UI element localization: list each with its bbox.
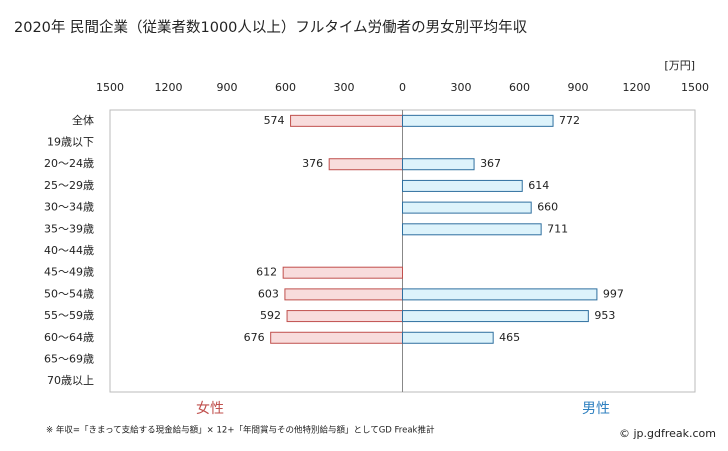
value-label: 592 <box>260 309 281 322</box>
y-tick-label: 25～29歳 <box>44 179 94 192</box>
value-label: 676 <box>244 331 265 344</box>
x-tick-label: 300 <box>334 81 355 94</box>
bar <box>290 114 404 127</box>
value-label: 772 <box>559 114 580 127</box>
value-label: 603 <box>258 287 279 300</box>
x-tick-label: 600 <box>275 81 296 94</box>
x-tick-label: 1200 <box>623 81 651 94</box>
value-label: 711 <box>547 222 568 235</box>
x-tick-label: 900 <box>217 81 238 94</box>
x-tick-label: 1500 <box>96 81 124 94</box>
value-label: 660 <box>537 201 558 214</box>
value-label: 574 <box>264 114 285 127</box>
x-tick-label: 1500 <box>681 81 709 94</box>
bar <box>270 331 403 344</box>
x-tick-label: 300 <box>451 81 472 94</box>
source: © jp.gdfreak.com <box>619 427 716 440</box>
y-tick-label: 19歳以下 <box>47 136 94 149</box>
value-label: 614 <box>528 179 549 192</box>
bar <box>402 331 494 344</box>
value-label: 465 <box>499 331 520 344</box>
bar <box>402 114 554 127</box>
chart-title: 2020年 民間企業（従業者数1000人以上）フルタイム労働者の男女別平均年収 <box>14 18 528 36</box>
legend-label: 男性 <box>582 401 610 417</box>
y-tick-label: 全体 <box>72 113 94 127</box>
unit-label: [万円] <box>664 59 695 72</box>
bar <box>402 310 589 323</box>
y-tick-label: 55～59歳 <box>44 309 94 322</box>
y-tick-label: 20～24歳 <box>44 157 94 170</box>
bar <box>402 201 532 214</box>
y-tick-label: 65～69歳 <box>44 352 94 365</box>
legend-label: 女性 <box>196 400 224 417</box>
bar <box>284 288 404 301</box>
bar <box>282 266 403 279</box>
x-tick-label: 1200 <box>155 81 183 94</box>
footnote: ※ 年収=「きまって支給する現金給与額」× 12+「年間賞与その他特別給与額」と… <box>46 425 435 436</box>
bar <box>286 310 403 323</box>
bar <box>402 158 475 171</box>
value-label: 367 <box>480 157 501 170</box>
y-tick-label: 40～44歳 <box>44 244 94 257</box>
value-label: 997 <box>603 287 624 300</box>
value-label: 376 <box>302 157 323 170</box>
value-label: 612 <box>256 266 277 279</box>
value-label: 953 <box>594 309 615 322</box>
bar <box>328 158 403 171</box>
x-tick-label: 900 <box>568 81 589 94</box>
y-tick-label: 50～54歳 <box>44 287 94 300</box>
x-tick-label: 600 <box>509 81 530 94</box>
x-tick-label: 0 <box>399 81 406 94</box>
y-tick-label: 45～49歳 <box>44 266 94 279</box>
y-tick-label: 70歳以上 <box>47 374 94 387</box>
y-tick-label: 30～34歳 <box>44 201 94 214</box>
y-tick-label: 35～39歳 <box>44 222 94 235</box>
y-tick-label: 60～64歳 <box>44 331 94 344</box>
bar <box>402 223 542 236</box>
bar <box>402 288 598 301</box>
bar <box>402 179 523 192</box>
